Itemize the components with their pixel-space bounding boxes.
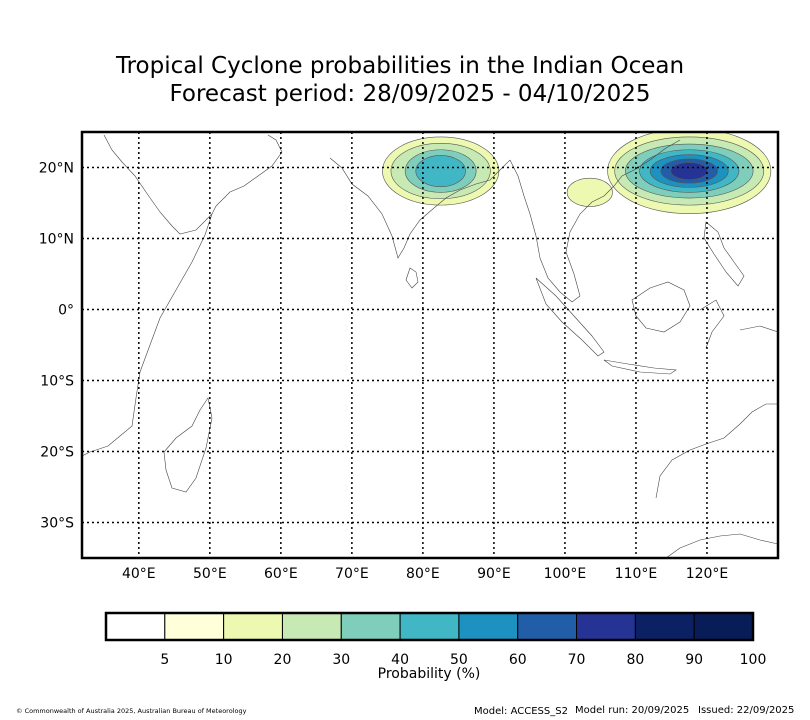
colorbar-swatch — [458, 612, 519, 641]
colorbar-tick-label: 70 — [568, 652, 586, 668]
coast-java — [603, 359, 677, 375]
colorbar-tick-label: 30 — [332, 652, 350, 668]
coast-india — [329, 157, 511, 259]
x-tick-label: 40°E — [122, 566, 156, 582]
colorbar-tick-label: 40 — [391, 652, 409, 668]
colorbar-tick-label: 20 — [274, 652, 292, 668]
y-tick-label: 0° — [58, 303, 74, 319]
map-frame — [80, 130, 780, 560]
footer-model: Model: ACCESS_S2 — [474, 706, 568, 717]
colorbar-tick-label: 90 — [685, 652, 703, 668]
probability-contours — [382, 132, 772, 214]
x-tick-labels: 40°E 50°E 60°E 70°E 80°E 90°E 100°E 110°E 120°E — [122, 566, 728, 582]
colorbar-tick-label: 50 — [450, 652, 468, 668]
y-tick-labels: 20°N 10°N 0° 10°S 20°S 30°S — [39, 161, 74, 532]
coast-sri-lanka — [405, 267, 419, 289]
colorbar-swatch — [634, 612, 695, 641]
x-tick-label: 110°E — [615, 566, 658, 582]
x-tick-label: 120°E — [686, 566, 729, 582]
coast-burma-thailand — [509, 139, 681, 303]
y-tick-label: 10°N — [39, 232, 74, 248]
colorbar-swatch — [399, 612, 460, 641]
colorbar-frame — [104, 611, 755, 642]
x-tick-label: 90°E — [477, 566, 511, 582]
colorbar-tick-label: 80 — [626, 652, 644, 668]
colorbar-tick-label: 60 — [509, 652, 527, 668]
colorbar-swatch — [105, 612, 166, 641]
coast-australia-south — [665, 533, 778, 558]
colorbar-swatch — [576, 612, 636, 641]
coast-arabia-east-africa — [82, 134, 217, 457]
colorbar-swatch — [340, 612, 401, 641]
colorbar-tick-label: 10 — [215, 652, 233, 668]
colorbar-tick-labels: 5 10 20 30 40 50 60 70 80 90 100 — [160, 652, 766, 668]
chart-title-line1: Tropical Cyclone probabilities in the In… — [115, 53, 684, 79]
colorbar — [104, 611, 755, 642]
colorbar-swatch — [517, 612, 578, 641]
prob-contour-1-60 — [670, 162, 708, 180]
coast-madagascar — [163, 397, 213, 493]
colorbar-swatch — [223, 612, 283, 641]
prob-contour-2-5 — [566, 177, 613, 207]
colorbar-tick-label: 100 — [740, 652, 767, 668]
y-tick-label: 20°N — [39, 161, 74, 177]
coast-borneo — [631, 281, 691, 333]
colorbar-swatch — [164, 612, 225, 641]
colorbar-swatch — [281, 612, 342, 641]
y-tick-label: 10°S — [40, 374, 74, 390]
prob-contour-0-30 — [415, 155, 466, 187]
x-tick-label: 100°E — [544, 566, 587, 582]
coastlines — [82, 134, 778, 558]
x-tick-label: 70°E — [335, 566, 369, 582]
footer-model-run: Model run: 20/09/2025 — [575, 705, 689, 716]
colorbar-swatch — [693, 612, 754, 641]
coast-sulawesi-newguinea — [699, 299, 778, 349]
footer-copyright: © Commonwealth of Australia 2025, Austra… — [16, 707, 247, 715]
colorbar-label: Probability (%) — [378, 666, 481, 682]
x-tick-label: 80°E — [406, 566, 440, 582]
footer-issued: Issued: 22/09/2025 — [698, 705, 794, 716]
colorbar-tick-label: 5 — [160, 652, 169, 668]
y-tick-label: 30°S — [40, 516, 74, 532]
chart-title-line2: Forecast period: 28/09/2025 - 04/10/2025 — [169, 81, 650, 107]
coast-persian-gulf — [215, 134, 283, 207]
graticule — [82, 132, 778, 558]
x-tick-label: 50°E — [193, 566, 227, 582]
coast-sumatra — [535, 277, 605, 357]
coast-philippines — [703, 221, 745, 287]
x-tick-label: 60°E — [264, 566, 298, 582]
y-tick-label: 20°S — [40, 445, 74, 461]
coast-australia — [655, 403, 778, 499]
